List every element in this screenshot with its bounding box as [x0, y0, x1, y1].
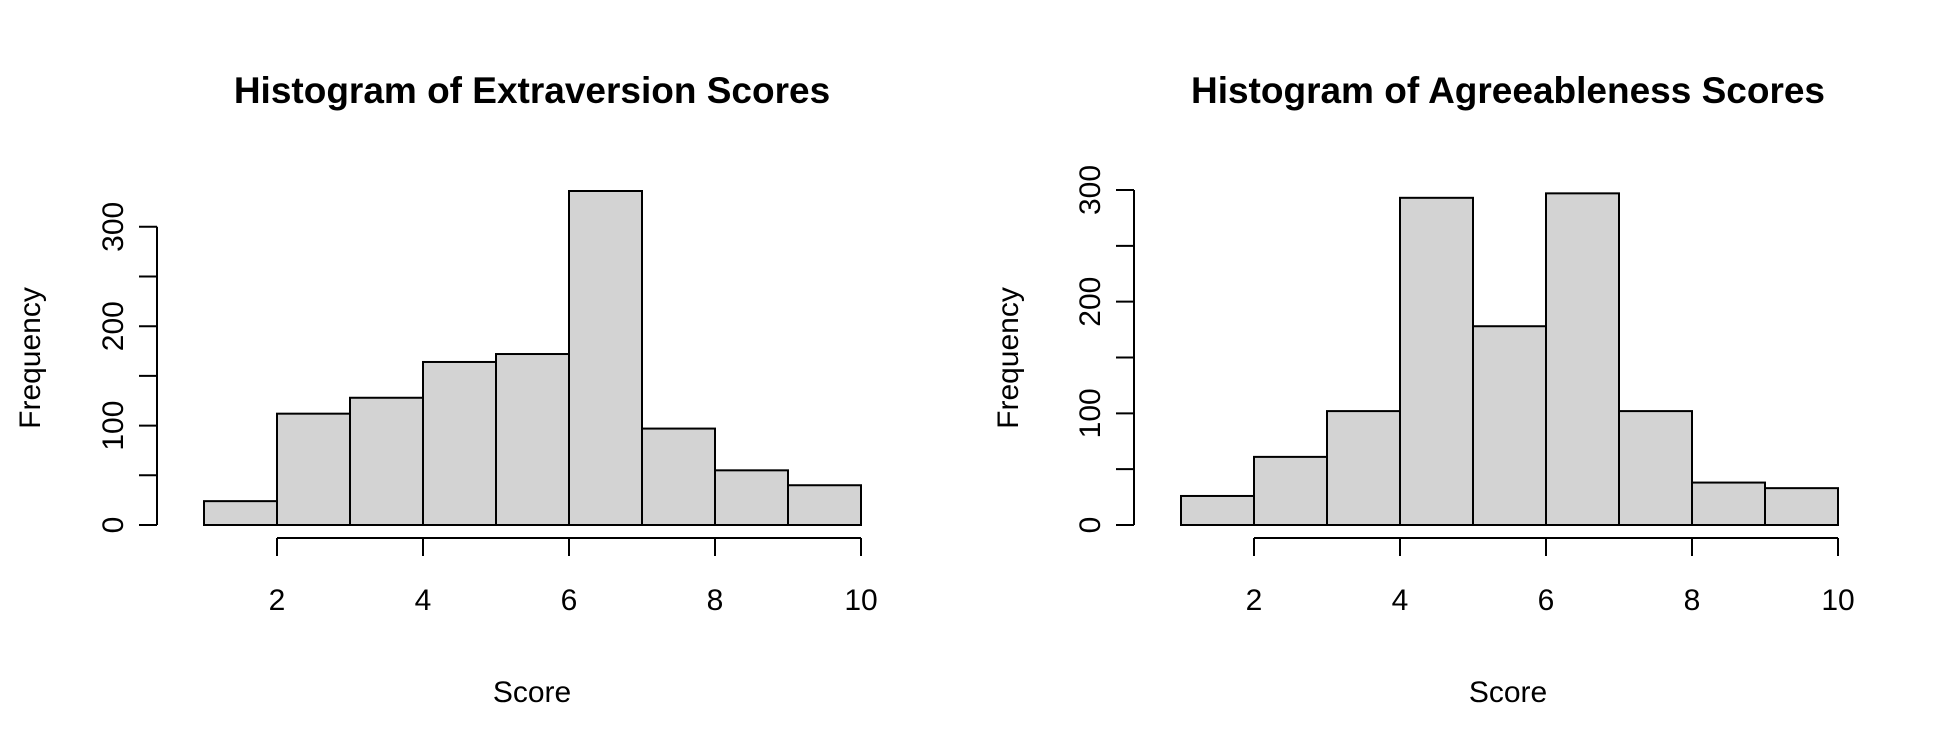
histogram-bar: [495, 353, 570, 526]
x-tick-label: 4: [1392, 584, 1409, 617]
histogram-bar: [1618, 410, 1693, 527]
x-tick-label: 6: [561, 584, 578, 617]
y-tick-label: 300: [97, 202, 130, 252]
x-tick-label: 6: [1538, 584, 1555, 617]
agreeableness-histogram-panel: Histogram of Agreeableness Scores Score …: [992, 70, 1855, 709]
histogram-bar: [203, 500, 278, 526]
histogram-bar: [1399, 196, 1474, 526]
y-tick-label: 300: [1074, 165, 1107, 215]
y-tick-label: 200: [97, 301, 130, 351]
x-tick-label: 10: [1821, 584, 1854, 617]
histogram-bar: [714, 469, 789, 527]
y-tick-label: 0: [97, 517, 130, 534]
x-tick-label: 8: [707, 584, 724, 617]
extraversion-histogram-panel: Histogram of Extraversion Scores Score F…: [14, 70, 878, 709]
chart-title: Histogram of Extraversion Scores: [234, 70, 830, 111]
x-tick-label: 8: [1684, 584, 1701, 617]
histogram-bar: [1180, 494, 1255, 527]
histogram-bar: [349, 396, 424, 526]
x-axis: 2 4 6 8 10: [269, 537, 878, 617]
y-axis-label: Frequency: [14, 287, 47, 429]
histogram-bar: [787, 484, 862, 527]
y-tick-label: 0: [1074, 517, 1107, 534]
y-tick-label: 100: [97, 401, 130, 451]
histogram-bar: [1691, 481, 1766, 527]
bars: [203, 190, 862, 527]
x-axis-label: Score: [1469, 676, 1547, 709]
y-axis-label: Frequency: [992, 287, 1025, 429]
histogram-bar: [276, 412, 351, 526]
histogram-bar: [422, 360, 497, 526]
histogram-bar: [1472, 325, 1547, 526]
x-axis: 2 4 6 8 10: [1246, 537, 1855, 617]
histogram-bar: [1545, 192, 1620, 526]
chart-title: Histogram of Agreeableness Scores: [1191, 70, 1825, 111]
bars: [1180, 192, 1839, 527]
y-tick-label: 100: [1074, 388, 1107, 438]
histogram-bar: [1764, 487, 1839, 526]
x-tick-label: 10: [844, 584, 877, 617]
y-tick-label: 200: [1074, 277, 1107, 327]
x-tick-label: 2: [1246, 584, 1263, 617]
histogram-bar: [1253, 455, 1328, 526]
x-axis-label: Score: [493, 676, 571, 709]
histogram-bar: [641, 427, 716, 527]
histogram-bar: [568, 190, 643, 526]
x-tick-label: 4: [415, 584, 432, 617]
histogram-bar: [1326, 410, 1401, 527]
x-tick-label: 2: [269, 584, 286, 617]
y-axis: 0 100 200 300: [1074, 165, 1135, 534]
y-axis: 0 100 200 300: [97, 202, 158, 534]
